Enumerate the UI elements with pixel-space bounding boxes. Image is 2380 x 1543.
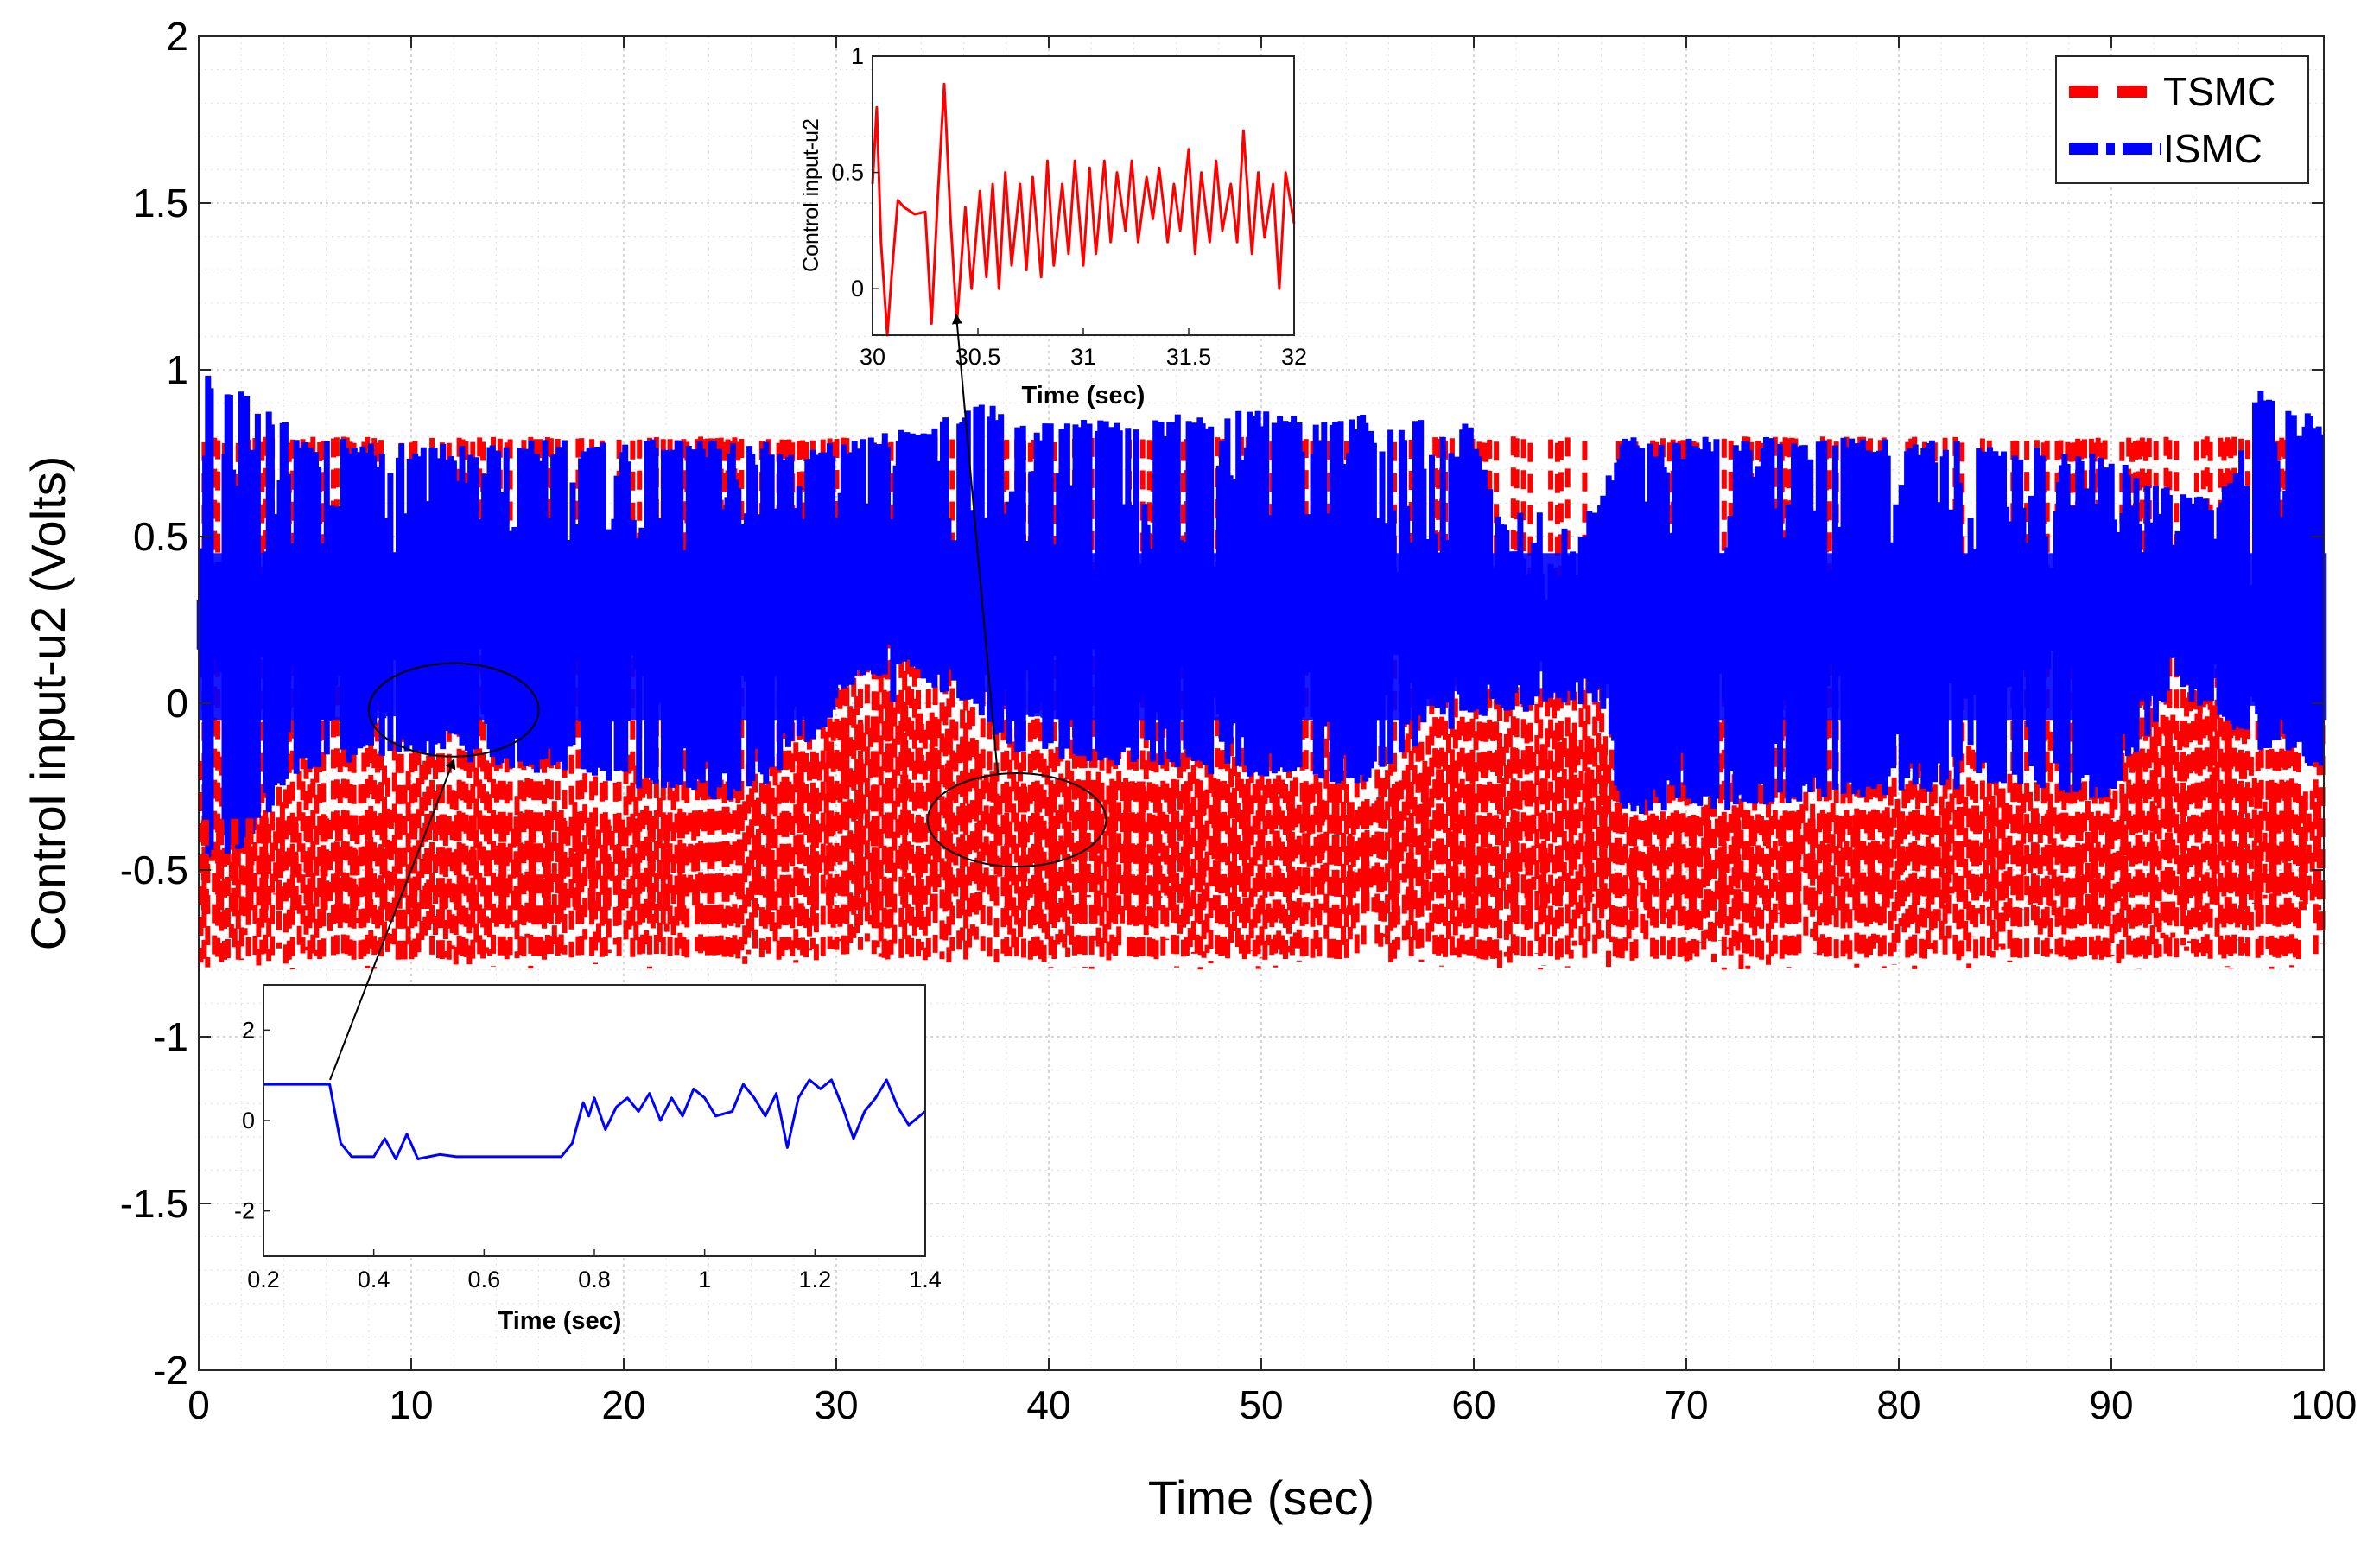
main-ticks: 0 10 20 30 40 50 60 70 80 90 100-2-1.5-1-0.500.511… (120, 14, 2358, 1427)
x-axis-title: Time (sec) (1148, 1470, 1374, 1525)
inset-x-tick-label: 1.2 (799, 1267, 832, 1292)
zoom-ellipse-1 (367, 662, 540, 758)
inset-x-tick-label: 31.5 (1166, 344, 1212, 370)
callout-arrow-ismc (329, 758, 456, 1081)
callout-arrow-tsmc (951, 314, 999, 776)
series-tsmc-core (200, 705, 2322, 911)
y-axis-title: Control input-u2 (Volts) (21, 456, 75, 951)
inset-ismc-background (263, 985, 925, 1256)
inset-tsmc: 30 30.5 31 31.5 32 0 0.5 1 Time (sec) Control i… (799, 43, 1307, 410)
inset-y-tick-label: 0.5 (831, 160, 864, 186)
x-tick-label: 90 (2089, 1382, 2133, 1427)
legend-ismc-label: ISMC (2163, 126, 2263, 171)
inset-x-tick-label: 0.4 (358, 1267, 390, 1292)
inset-tsmc-data (871, 82, 1296, 337)
y-tick-label: -1.5 (120, 1181, 188, 1226)
inset-x-tick-label: 30.5 (955, 344, 1001, 370)
y-tick-label: 1 (166, 347, 188, 392)
main-plot: 0 10 20 30 40 50 60 70 80 90 100-2-1.5-1-0.500.511… (120, 14, 2358, 1427)
x-tick-label: 60 (1451, 1382, 1495, 1427)
series-ismc-core (199, 553, 2327, 721)
x-tick-label: 50 (1239, 1382, 1283, 1427)
x-tick-label: 40 (1026, 1382, 1070, 1427)
legend-tsmc-label: TSMC (2163, 69, 2275, 114)
inset-y-tick-label: 2 (242, 1017, 255, 1043)
inset-x-tick-label: 0.6 (468, 1267, 501, 1292)
inset-y-tick-label: -2 (234, 1198, 255, 1224)
x-tick-label: 30 (814, 1382, 858, 1427)
inset-ismc-xlabel: Time (sec) (498, 1307, 622, 1335)
x-tick-label: 10 (389, 1382, 433, 1427)
inset-x-tick-label: 31 (1070, 344, 1096, 370)
y-tick-label: 0.5 (133, 514, 188, 559)
legend: TSMC ISMC (2055, 55, 2309, 184)
zoom-ellipse-2 (926, 772, 1107, 868)
inset-series-tsmc (871, 82, 1296, 337)
y-tick-label: -1 (153, 1014, 188, 1059)
inset-tsmc-ticks: 30 30.5 31 31.5 32 0 0.5 1 (831, 43, 1307, 370)
y-tick-label: 1.5 (133, 181, 188, 225)
inset-ismc-data (263, 1078, 926, 1160)
x-tick-label: 70 (1664, 1382, 1708, 1427)
y-tick-label: -2 (153, 1348, 188, 1393)
callout-arrows (329, 314, 999, 1081)
x-tick-label: 100 (2291, 1382, 2358, 1427)
main-annotations (367, 662, 1107, 868)
inset-x-tick-label: 1 (698, 1267, 711, 1292)
inset-ismc-ticks: 0.2 0.4 0.6 0.8 1 1.2 1.4 -2 0 2 (234, 1017, 942, 1292)
inset-ismc: 0.2 0.4 0.6 0.8 1 1.2 1.4 -2 0 2 Time (sec) (234, 984, 942, 1335)
inset-tsmc-xlabel: Time (sec) (1022, 382, 1146, 410)
main-data (196, 375, 2327, 970)
x-tick-label: 80 (1876, 1382, 1920, 1427)
x-tick-label: 0 (187, 1382, 210, 1427)
inset-x-tick-label: 0.2 (247, 1267, 280, 1292)
inset-series-ismc (263, 1078, 926, 1160)
inset-tsmc-ylabel: Control input-u2 (799, 118, 823, 272)
inset-y-tick-label: 0 (851, 276, 864, 302)
inset-y-tick-label: 0 (242, 1108, 255, 1133)
y-tick-label: 0 (166, 681, 188, 726)
inset-y-tick-label: 1 (851, 43, 864, 69)
legend-box (2055, 55, 2309, 184)
inset-x-tick-label: 1.4 (909, 1267, 942, 1292)
inset-x-tick-label: 0.8 (578, 1267, 611, 1292)
inset-x-tick-label: 30 (860, 344, 885, 370)
x-tick-label: 20 (601, 1382, 645, 1427)
y-tick-label: -0.5 (120, 848, 188, 892)
inset-x-tick-label: 32 (1281, 344, 1307, 370)
y-tick-label: 2 (166, 14, 188, 59)
